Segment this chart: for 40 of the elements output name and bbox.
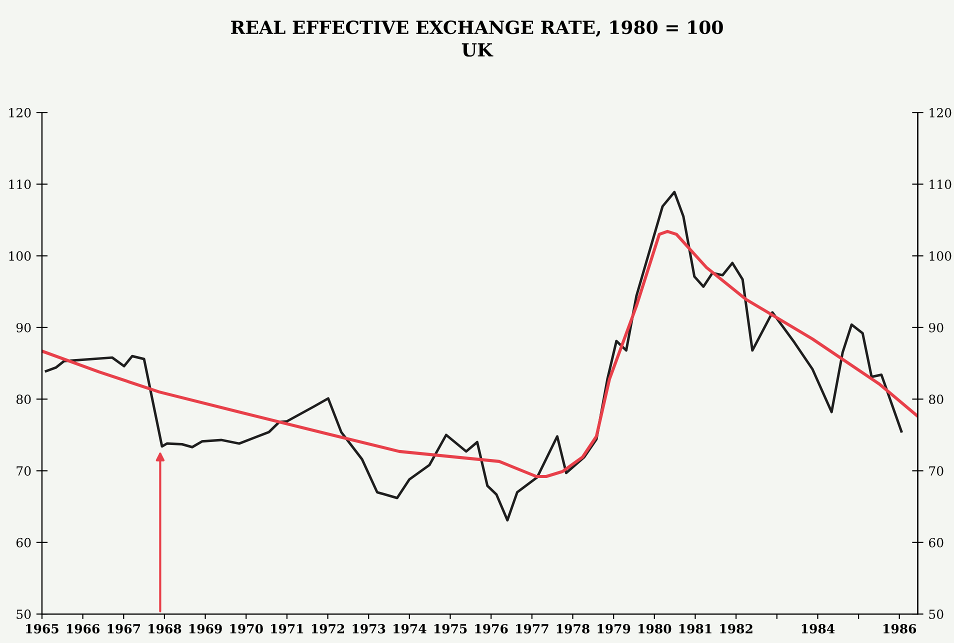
x-tick-label: 1979 [598,624,630,634]
x-tick-label: 1970 [230,624,263,634]
y2-tick-label: 110 [930,180,952,190]
line-series [42,230,918,478]
y2-tick-label: 50 [929,610,944,619]
y-tick-label: 50 [16,610,31,619]
y2-tick-label: 120 [930,108,952,118]
x-tick-label: 1971 [271,624,304,634]
x-tick-label: 1966 [66,624,100,634]
y-tick-label: 60 [16,538,31,548]
chart-title: REAL EFFECTIVE EXCHANGE RATE, 1980 = 100 [231,20,723,37]
y-tick-label: 90 [16,322,31,332]
x-tick-label: 1984 [802,624,835,634]
x-tick-label: 1974 [394,624,426,634]
y2-tick-label: 70 [929,466,944,476]
line-series [44,190,903,522]
x-tick-label: 1977 [516,624,548,634]
x-tick-label: 1986 [884,624,916,634]
x-tick-label: 1976 [475,624,508,634]
y-tick-label: 120 [9,108,31,118]
x-tick-label: 1967 [108,624,140,634]
x-tick-label: 1982 [720,624,752,634]
y-tick-label: 80 [16,394,31,404]
y2-tick-label: 100 [930,251,952,261]
x-tick-label: 1978 [556,624,590,634]
x-tick-label: 1980 [638,624,672,634]
y2-tick-label: 60 [929,538,944,548]
x-tick-label: 1969 [189,624,222,634]
x-tick-label: 1972 [312,624,344,634]
y-tick-label: 100 [9,251,31,261]
y-tick-label: 70 [16,466,31,476]
x-tick-label: 1973 [352,624,386,634]
x-tick-label: 1981 [679,624,712,634]
x-tick-label: 1975 [434,624,467,634]
y2-tick-label: 80 [929,394,944,404]
y2-tick-label: 90 [928,322,944,332]
chart-subtitle: UK [462,43,494,57]
y-tick-label: 110 [9,180,31,190]
x-tick-label: 1965 [26,624,58,634]
x-tick-label: 1968 [148,624,182,634]
